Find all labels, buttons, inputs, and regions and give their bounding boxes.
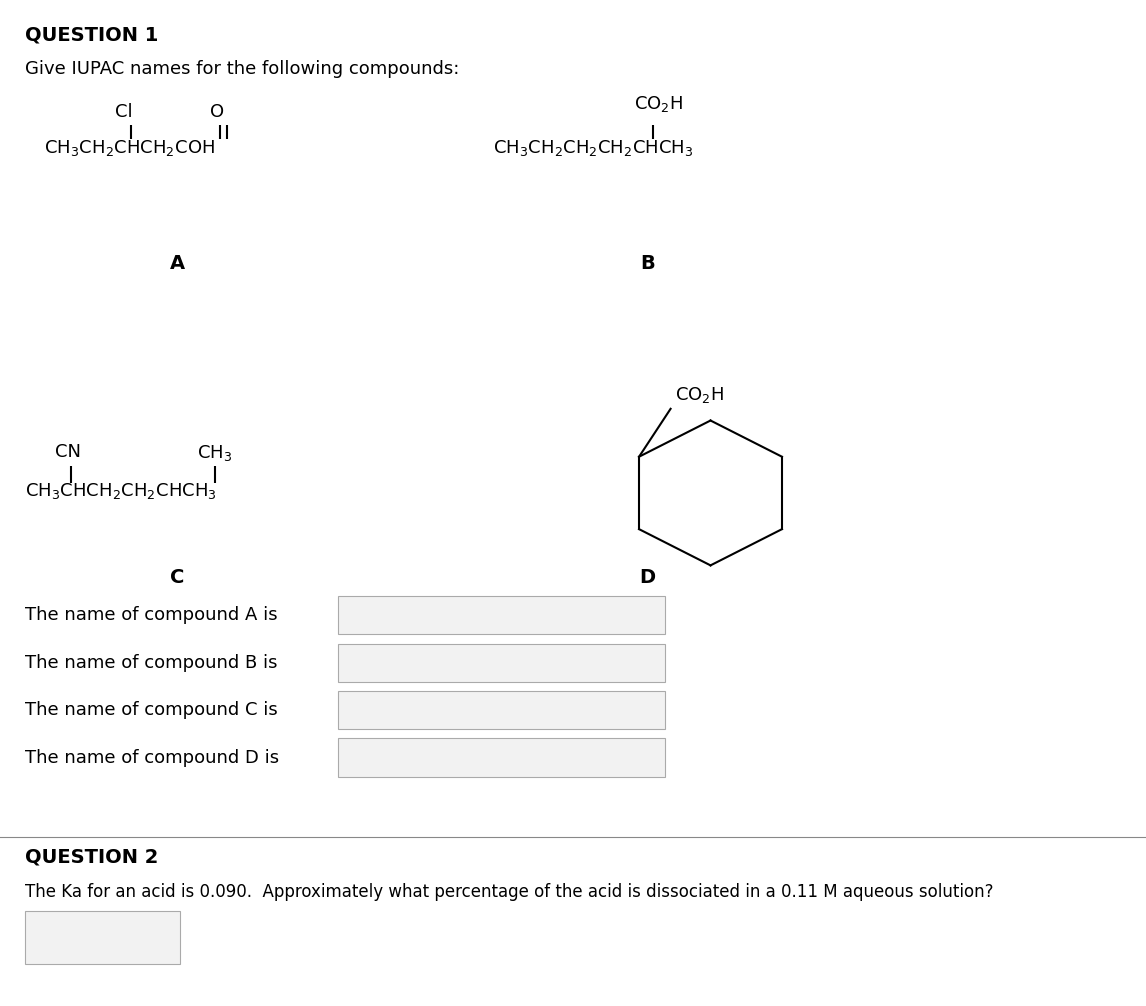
Text: CN: CN xyxy=(55,443,81,461)
Text: The Ka for an acid is 0.090.  Approximately what percentage of the acid is disso: The Ka for an acid is 0.090. Approximate… xyxy=(25,883,994,901)
Text: CH$_3$CHCH$_2$CH$_2$CHCH$_3$: CH$_3$CHCH$_2$CH$_2$CHCH$_3$ xyxy=(25,481,217,501)
Text: CH$_3$: CH$_3$ xyxy=(197,443,233,463)
Text: CO$_2$H: CO$_2$H xyxy=(675,384,724,404)
Text: CH$_3$CH$_2$CH$_2$CH$_2$CHCH$_3$: CH$_3$CH$_2$CH$_2$CH$_2$CHCH$_3$ xyxy=(493,138,693,158)
Text: Give IUPAC names for the following compounds:: Give IUPAC names for the following compo… xyxy=(25,60,460,78)
Text: C: C xyxy=(171,568,185,588)
FancyBboxPatch shape xyxy=(25,911,180,964)
Text: The name of compound A is: The name of compound A is xyxy=(25,606,277,624)
Text: Cl: Cl xyxy=(115,103,132,121)
Text: The name of compound B is: The name of compound B is xyxy=(25,654,277,672)
FancyBboxPatch shape xyxy=(338,691,665,729)
Text: QUESTION 2: QUESTION 2 xyxy=(25,847,158,866)
FancyBboxPatch shape xyxy=(338,738,665,777)
Text: The name of compound C is: The name of compound C is xyxy=(25,701,278,719)
Text: A: A xyxy=(170,254,186,273)
Text: D: D xyxy=(639,568,656,588)
FancyBboxPatch shape xyxy=(338,596,665,634)
Text: The name of compound D is: The name of compound D is xyxy=(25,748,280,767)
FancyBboxPatch shape xyxy=(338,644,665,682)
Text: O: O xyxy=(210,103,223,121)
Text: CH$_3$CH$_2$CHCH$_2$COH: CH$_3$CH$_2$CHCH$_2$COH xyxy=(44,138,214,158)
Text: B: B xyxy=(641,254,654,273)
Text: CO$_2$H: CO$_2$H xyxy=(634,94,683,114)
Text: QUESTION 1: QUESTION 1 xyxy=(25,25,158,44)
